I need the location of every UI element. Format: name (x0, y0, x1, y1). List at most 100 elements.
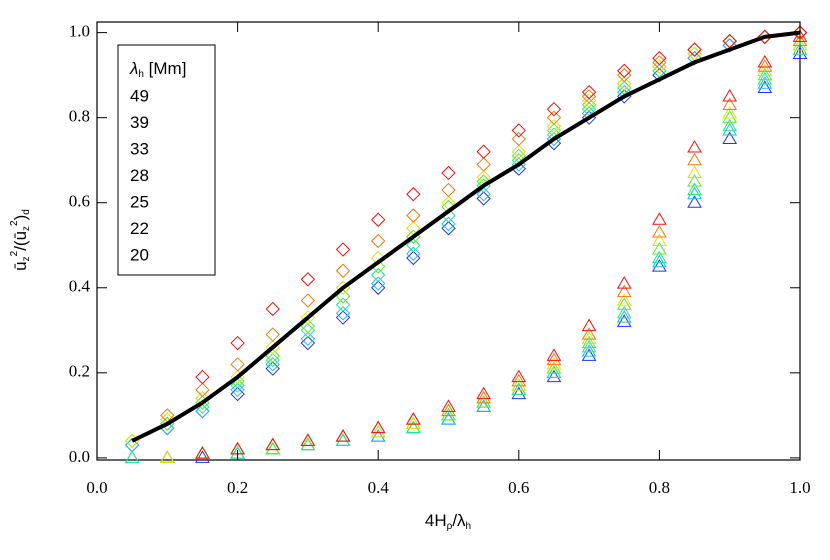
diamond-marker (300, 335, 316, 351)
triangle-marker (757, 71, 773, 85)
triangle-marker (546, 348, 562, 361)
x-tick-label: 0.8 (649, 478, 670, 497)
triangle-marker (687, 173, 702, 187)
triangle-marker (687, 152, 702, 166)
triangle-marker (265, 441, 281, 455)
diamond-marker (300, 272, 316, 287)
legend-box (117, 44, 216, 276)
diamond-marker (687, 46, 702, 62)
legend-label: 25 (130, 192, 149, 211)
triangle-marker (159, 450, 175, 463)
triangle-marker (370, 424, 386, 438)
diamond-marker (300, 331, 316, 347)
diamond-marker (441, 221, 456, 236)
triangle-marker (792, 33, 808, 47)
triangle-marker (441, 407, 456, 421)
triangle-marker (476, 395, 492, 408)
triangle-marker (476, 399, 492, 412)
triangle-marker (511, 382, 527, 395)
legend-label: 20 (130, 245, 149, 264)
diamond-marker (617, 63, 632, 79)
triangle-marker (546, 365, 562, 378)
triangle-marker (441, 412, 456, 425)
triangle-marker (476, 395, 492, 408)
diamond-marker (335, 242, 351, 257)
diamond-marker (687, 42, 702, 57)
triangle-marker (546, 352, 562, 366)
triangle-marker (195, 446, 210, 459)
triangle-marker (511, 386, 527, 400)
triangle-marker (335, 429, 351, 442)
triangle-marker (581, 327, 597, 340)
triangle-marker (265, 441, 281, 455)
x-axis-label: 4Hρ/λh (425, 511, 471, 531)
triangle-marker (581, 331, 597, 344)
diamond-marker (652, 50, 667, 66)
triangle-marker (616, 314, 632, 327)
triangle-marker (581, 335, 597, 349)
diamond-marker (370, 267, 386, 283)
diamond-marker (652, 55, 667, 70)
legend-label: 49 (130, 86, 149, 105)
diamond-marker (265, 361, 280, 376)
triangle-marker (335, 429, 351, 442)
diamond-marker (652, 59, 667, 74)
diamond-marker (581, 93, 597, 108)
diamond-marker (265, 327, 280, 342)
diamond-marker (441, 182, 456, 198)
triangle-marker (476, 399, 492, 412)
triangle-marker (792, 37, 808, 51)
diamond-marker (335, 289, 351, 304)
triangle-marker (792, 29, 808, 42)
diamond-marker (476, 191, 491, 206)
diamond-marker (581, 84, 597, 100)
triangle-marker (195, 450, 210, 463)
triangle-marker (546, 369, 562, 383)
y-tick-label: 0.0 (69, 447, 90, 466)
triangle-marker (405, 420, 421, 434)
triangle-marker (195, 446, 210, 459)
triangle-marker (405, 416, 421, 429)
legend-label: 28 (130, 166, 149, 185)
triangle-marker (652, 259, 667, 272)
diamond-marker (370, 276, 386, 291)
triangle-marker (511, 378, 527, 391)
triangle-marker (370, 429, 386, 442)
diamond-marker (476, 144, 491, 159)
plot-frame (96, 21, 801, 461)
diamond-marker (546, 118, 562, 134)
triangle-marker (722, 105, 738, 119)
diamond-marker (617, 67, 632, 83)
triangle-marker (511, 373, 527, 387)
triangle-marker (300, 433, 316, 446)
triangle-marker (441, 399, 456, 412)
triangle-marker (616, 310, 632, 323)
triangle-marker (722, 122, 738, 136)
triangle-marker (616, 305, 632, 319)
triangle-marker (370, 420, 386, 434)
triangle-marker (757, 80, 773, 93)
triangle-marker (687, 182, 702, 196)
triangle-marker (335, 429, 351, 442)
triangle-marker (159, 450, 175, 463)
triangle-marker (546, 356, 562, 370)
triangle-marker (757, 54, 773, 68)
y-tick-label: 0.2 (69, 362, 90, 381)
triangle-marker (441, 412, 456, 425)
triangle-marker (581, 344, 597, 357)
y-axis-label: ūz2/(ūz2)d (9, 209, 32, 271)
triangle-marker (300, 437, 316, 451)
triangle-marker (441, 403, 456, 417)
triangle-marker (687, 165, 702, 179)
triangle-marker (476, 386, 492, 400)
triangle-marker (159, 450, 175, 463)
triangle-marker (370, 424, 386, 438)
diamond-marker (406, 208, 421, 223)
diamond-marker (476, 187, 491, 202)
triangle-marker (616, 293, 632, 306)
diamond-marker (406, 238, 421, 253)
triangle-marker (652, 233, 667, 247)
diamond-marker (370, 212, 386, 227)
